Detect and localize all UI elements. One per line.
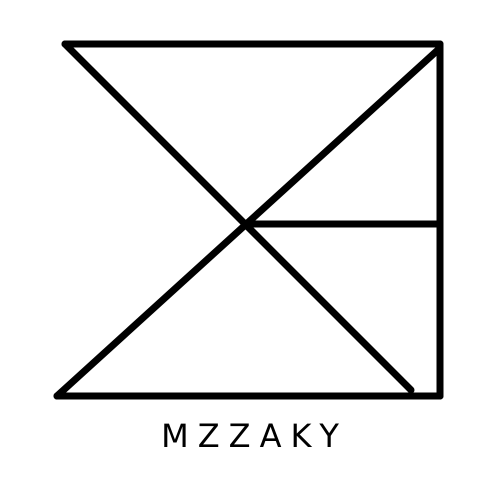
logo-diagonal-down [61,40,415,394]
brand-wordmark: MZZAKY [161,417,348,455]
